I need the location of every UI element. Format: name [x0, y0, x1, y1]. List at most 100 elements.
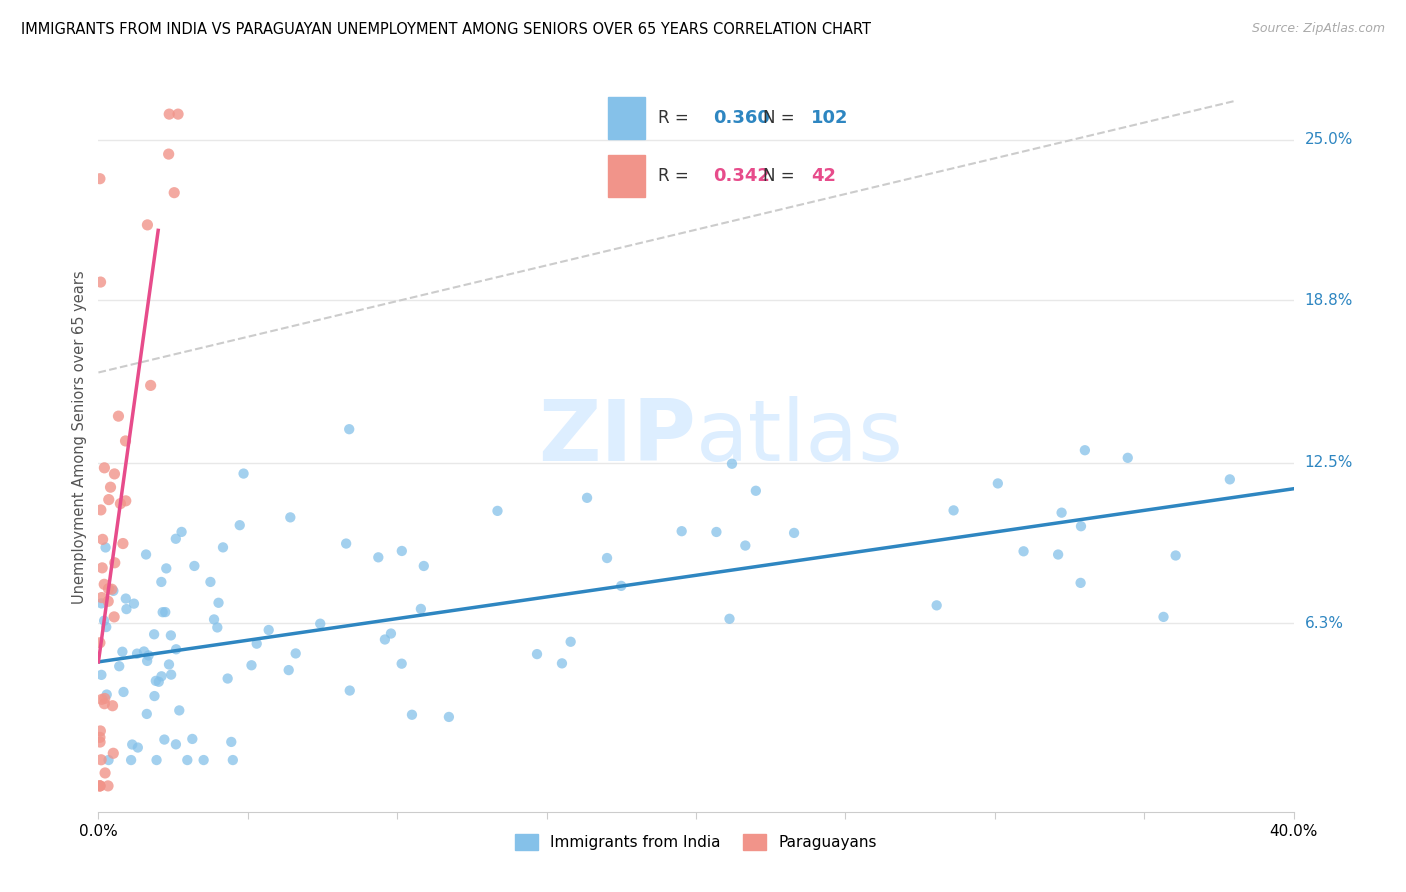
Point	[160, 667, 183, 681]
Point	[721, 457, 744, 471]
Point	[90, 591, 112, 605]
Point	[596, 551, 619, 566]
Point	[97, 594, 120, 608]
Point	[987, 476, 1010, 491]
Point	[783, 525, 806, 540]
Point	[91, 533, 114, 547]
Point	[136, 218, 159, 232]
Point	[89, 171, 111, 186]
Point	[526, 647, 548, 661]
Point	[135, 548, 157, 562]
Point	[1070, 575, 1092, 590]
Point	[437, 710, 460, 724]
Point	[610, 579, 633, 593]
Point	[93, 460, 115, 475]
Text: 25.0%: 25.0%	[1305, 132, 1353, 147]
Point	[367, 550, 389, 565]
Point	[150, 574, 173, 589]
Point	[278, 510, 301, 524]
Point	[277, 663, 299, 677]
Point	[91, 561, 114, 575]
Point	[718, 612, 741, 626]
Point	[125, 647, 148, 661]
Point	[107, 409, 129, 424]
Point	[101, 582, 124, 597]
Point	[163, 186, 186, 200]
Point	[148, 674, 170, 689]
Point	[155, 605, 177, 619]
Point	[176, 753, 198, 767]
Point	[374, 632, 396, 647]
Point	[93, 691, 115, 706]
Point	[240, 658, 263, 673]
Point	[181, 731, 204, 746]
Point	[90, 596, 112, 610]
Point	[110, 497, 132, 511]
Point	[1050, 506, 1073, 520]
Point	[89, 723, 111, 738]
Point	[1074, 443, 1097, 458]
Point	[337, 422, 360, 436]
Point	[93, 697, 115, 711]
Point	[138, 648, 160, 663]
Text: 6.3%: 6.3%	[1305, 615, 1344, 631]
Point	[97, 492, 120, 507]
Point	[90, 503, 112, 517]
Point	[193, 753, 215, 767]
Point	[246, 637, 269, 651]
Point	[89, 779, 111, 793]
Text: ZIP: ZIP	[538, 395, 696, 479]
Point	[391, 657, 413, 671]
Text: 18.8%: 18.8%	[1305, 293, 1353, 308]
Y-axis label: Unemployment Among Seniors over 65 years: Unemployment Among Seniors over 65 years	[72, 270, 87, 604]
Point	[335, 536, 357, 550]
Point	[576, 491, 599, 505]
Point	[97, 753, 120, 767]
Point	[103, 746, 125, 760]
Point	[207, 596, 229, 610]
Point	[112, 685, 135, 699]
Text: IMMIGRANTS FROM INDIA VS PARAGUAYAN UNEMPLOYMENT AMONG SENIORS OVER 65 YEARS COR: IMMIGRANTS FROM INDIA VS PARAGUAYAN UNEM…	[21, 22, 872, 37]
Point	[97, 582, 120, 596]
Point	[309, 616, 332, 631]
Point	[734, 539, 756, 553]
Point	[257, 623, 280, 637]
Point	[217, 672, 239, 686]
Point	[96, 688, 118, 702]
Point	[152, 605, 174, 619]
Point	[167, 107, 190, 121]
Point	[212, 541, 235, 555]
Point	[706, 524, 728, 539]
Point	[1070, 519, 1092, 533]
Point	[96, 620, 118, 634]
Point	[157, 107, 180, 121]
Point	[1116, 450, 1139, 465]
Point	[165, 737, 187, 751]
Point	[942, 503, 965, 517]
Point	[101, 698, 124, 713]
Point	[145, 673, 167, 688]
Point	[111, 536, 134, 550]
Point	[1047, 548, 1070, 562]
Point	[150, 669, 173, 683]
Point	[486, 504, 509, 518]
Point	[93, 614, 115, 628]
Point	[222, 753, 245, 767]
Point	[90, 275, 112, 289]
Point	[135, 706, 157, 721]
Point	[165, 642, 187, 657]
Point	[155, 561, 177, 575]
Point	[94, 766, 117, 780]
Point	[1012, 544, 1035, 558]
Point	[120, 753, 142, 767]
Point	[145, 753, 167, 767]
Point	[108, 659, 131, 673]
Text: 12.5%: 12.5%	[1305, 456, 1353, 470]
Text: atlas: atlas	[696, 395, 904, 479]
Point	[100, 480, 122, 494]
Point	[89, 779, 111, 793]
Point	[127, 740, 149, 755]
Point	[114, 591, 136, 606]
Point	[93, 577, 115, 591]
Point	[139, 378, 162, 392]
